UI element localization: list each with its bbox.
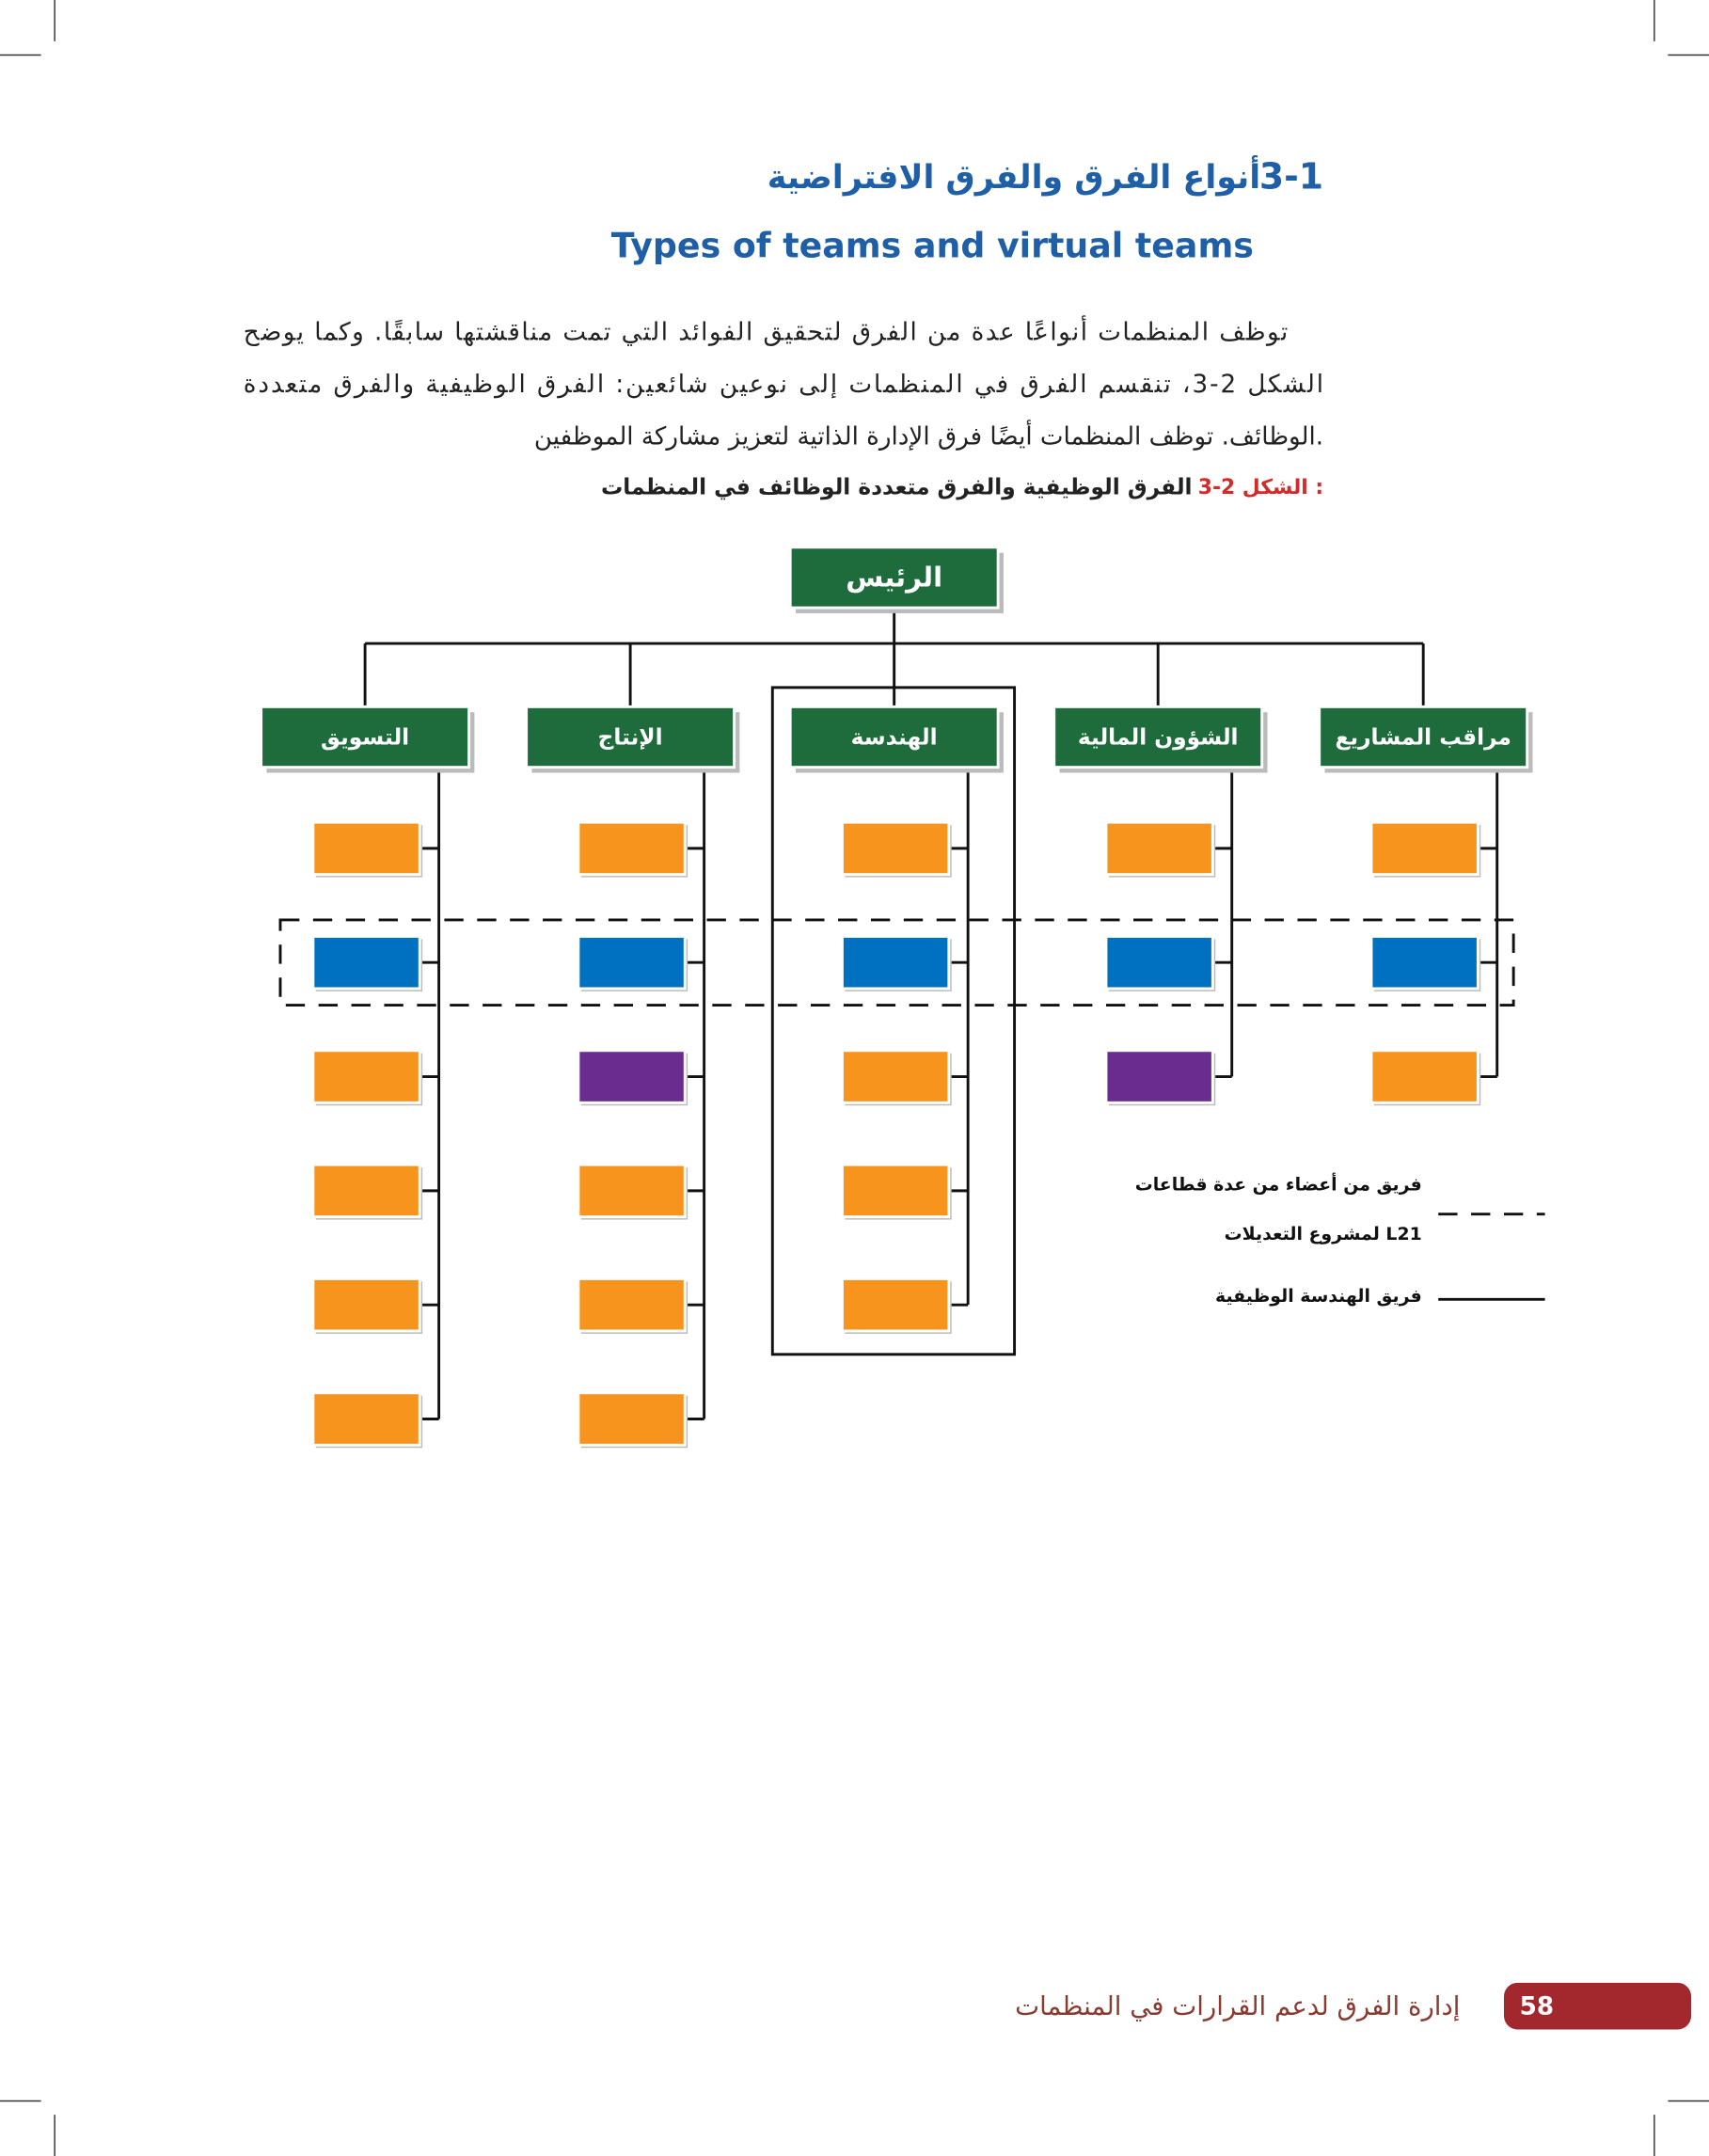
dept-box — [1318, 705, 1529, 769]
member-box — [1104, 934, 1214, 991]
figure-label: الشكل 2-3 : — [1198, 476, 1323, 499]
dept-label: الهندسة — [851, 724, 938, 750]
page-number: 58 — [1520, 1993, 1554, 2021]
paragraph-line: الوظائف. توظف المنظمات أيضًا فرق الإدارة… — [534, 419, 1323, 451]
member-box — [577, 1391, 687, 1447]
section-title-ar: أنواع الفرق والفرق الافتراضية — [767, 155, 1261, 197]
dept-box — [1052, 705, 1264, 769]
member-box — [1369, 934, 1480, 991]
dept-box — [260, 705, 471, 769]
legend-label: فريق الهندسة الوظيفية — [1215, 1286, 1422, 1307]
member-box — [840, 1276, 951, 1333]
dept-label: الشؤون المالية — [1078, 724, 1239, 750]
dept-label: مراقب المشاريع — [1335, 724, 1511, 750]
dept-label: التسويق — [321, 724, 409, 750]
figure-caption: الفرق الوظيفية والفرق متعددة الوظائف في … — [601, 474, 1193, 499]
member-box — [1104, 1049, 1214, 1104]
engineering-team-frame — [770, 686, 1017, 1356]
member-box — [577, 934, 687, 991]
section-number: 3-1 — [1259, 155, 1323, 197]
member-box — [577, 1049, 687, 1104]
member-box — [1369, 820, 1480, 877]
paragraph-line: الشكل 2-3، تنقسم الفرق في المنظمات إلى ن… — [244, 371, 1323, 399]
page-badge — [1503, 1982, 1692, 2030]
dept-box — [788, 705, 1000, 769]
member-box — [311, 1276, 421, 1333]
member-box — [577, 1163, 687, 1219]
section-title-en: Types of teams and virtual teams — [611, 226, 1254, 266]
member-box — [840, 1049, 951, 1104]
member-box — [577, 1276, 687, 1333]
root-box — [788, 546, 1000, 610]
org-chart: الرئيس مراقب المشاريع الشؤون المالية الهندس… — [260, 546, 1545, 1449]
member-box — [311, 1049, 421, 1104]
member-box — [577, 820, 687, 877]
dept-label: الإنتاج — [598, 724, 663, 750]
member-box — [1104, 820, 1214, 877]
member-box — [311, 1391, 421, 1447]
member-box — [840, 820, 951, 877]
member-box — [311, 820, 421, 877]
member-box — [840, 934, 951, 991]
root-label: الرئيس — [846, 561, 942, 593]
member-box — [311, 1163, 421, 1219]
legend-label: لمشروع التعديلات L21 — [1225, 1224, 1422, 1244]
member-box — [840, 1163, 951, 1219]
legend-label: فريق من أعضاء من عدة قطاعات — [1135, 1172, 1422, 1195]
dept-box — [525, 705, 736, 769]
paragraph-line: توظف المنظمات أنواعًا عدة من الفرق لتحقي… — [244, 314, 1289, 346]
member-box — [1369, 1049, 1480, 1104]
member-box — [311, 934, 421, 991]
footer-title: إدارة الفرق لدعم القرارات في المنظمات — [1015, 1990, 1460, 2021]
cross-team-frame — [278, 918, 1515, 1007]
